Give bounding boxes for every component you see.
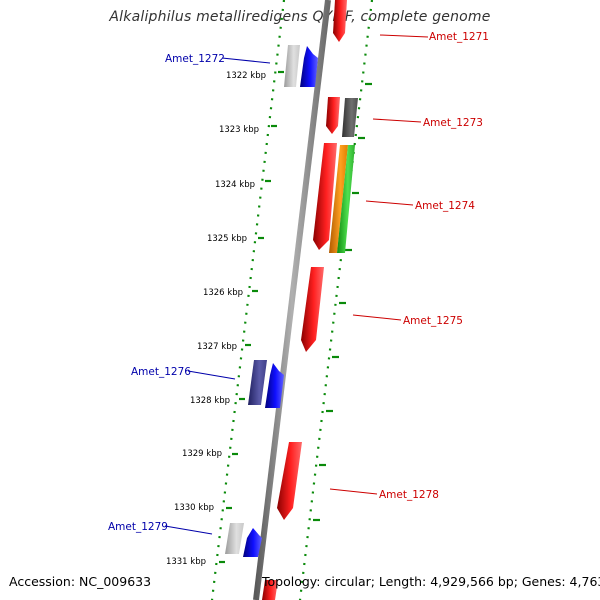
genome-backbone [253, 0, 331, 600]
ruler-tick-label: 1329 kbp [182, 449, 222, 459]
gene-block-grey[interactable] [284, 45, 300, 87]
gene-block-darkgrey[interactable] [342, 98, 358, 137]
leader-line [352, 314, 402, 321]
gene-label[interactable]: Amet_1279 [108, 521, 168, 533]
ruler-tick-label: 1325 kbp [207, 234, 247, 244]
accession-text: Accession: NC_009633 [9, 574, 152, 589]
gene-arrow-partial[interactable] [262, 580, 278, 600]
leader-line [187, 370, 236, 380]
ruler-tick-label: 1326 kbp [203, 288, 243, 298]
ruler-tick-label: 1324 kbp [215, 180, 255, 190]
ruler-tick-label: 1331 kbp [166, 557, 206, 567]
leader-line [329, 488, 378, 495]
ruler-tick-label: 1323 kbp [219, 125, 259, 135]
leader-line [372, 118, 422, 123]
ruler-tick-label: 1327 kbp [197, 342, 237, 352]
leader-line [164, 525, 213, 535]
track-boundary-left [210, 0, 286, 600]
gene-arrow-amet-1279[interactable] [243, 528, 262, 557]
gene-arrow-amet-1273[interactable] [326, 97, 340, 134]
gene-block-purple[interactable] [248, 360, 267, 405]
gene-arrow-amet-1275[interactable] [301, 267, 324, 352]
leader-line [379, 34, 429, 38]
leader-line [365, 200, 414, 206]
track-ticks [219, 70, 372, 564]
gene-arrow-amet-1272[interactable] [300, 46, 318, 87]
gene-arrow-amet-1276[interactable] [265, 363, 284, 408]
ruler-tick-label: 1328 kbp [190, 396, 230, 406]
gene-label[interactable]: Amet_1276 [131, 366, 191, 378]
gene-block-green[interactable] [337, 145, 355, 253]
ruler-tick-label: 1322 kbp [226, 71, 266, 81]
gene-arrow-amet-1274[interactable] [313, 143, 337, 250]
gene-label[interactable]: Amet_1274 [415, 200, 475, 212]
gene-label[interactable]: Amet_1272 [165, 53, 225, 65]
track-boundary-right [298, 0, 374, 600]
gene-block-grey[interactable] [225, 523, 244, 554]
gene-block-orange[interactable] [329, 145, 348, 253]
gene-label[interactable]: Amet_1273 [423, 117, 483, 129]
gene-arrow-amet-1278[interactable] [277, 442, 302, 520]
genome-summary-text: Topology: circular; Length: 4,929,566 bp… [262, 574, 600, 589]
gene-label[interactable]: Amet_1275 [403, 315, 463, 327]
ruler-tick-label: 1330 kbp [174, 503, 214, 513]
gene-label[interactable]: Amet_1278 [379, 489, 439, 501]
gene-features [225, 0, 358, 600]
gene-label[interactable]: Amet_1271 [429, 31, 489, 43]
leader-line [221, 57, 271, 64]
page-title: Alkaliphilus metalliredigens QYMF, compl… [109, 9, 491, 25]
gene-arrow-amet-1271[interactable] [333, 0, 347, 42]
